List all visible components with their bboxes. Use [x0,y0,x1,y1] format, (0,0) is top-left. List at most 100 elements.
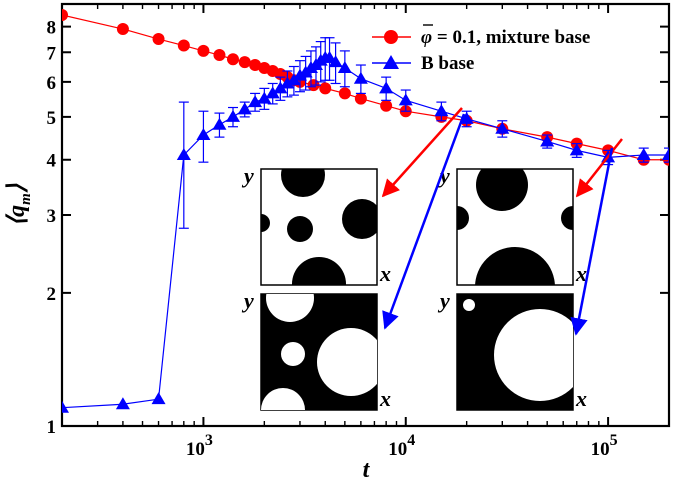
inset-droplet [561,206,573,230]
arrow-b-t1 [382,113,466,330]
y-tick-label: 4 [47,151,57,172]
y-tick-label: 3 [47,206,57,227]
legend-b-marker [383,55,399,69]
inset-droplet [342,199,377,239]
data-point [338,87,351,100]
series-b-base [62,37,669,413]
data-point [434,104,449,117]
x-tick-label-exp: 3 [205,432,213,449]
data-point [319,82,332,95]
data-point [292,68,307,81]
inset-x-label: x [379,386,391,411]
y-tick-label: 2 [47,284,57,305]
x-tick-label-base: 10 [186,439,205,460]
data-point [380,99,393,112]
inset-droplet [261,214,270,232]
data-point [238,56,251,69]
data-point [328,55,343,68]
x-tick-label: 103 [186,432,213,460]
inset-y-label: y [437,288,450,313]
data-point [197,44,210,57]
inset-droplet [281,169,325,197]
inset-bubble [261,388,305,410]
arrow-mixture-t2 [575,138,623,198]
inset-droplet [369,211,377,227]
data-point [353,71,368,84]
x-tick-label-exp: 5 [610,432,618,449]
y-tick-label: 1 [47,417,57,438]
y-axis-label-q: q [4,205,30,217]
data-point [213,49,226,62]
y-tick-label: 5 [47,108,57,129]
legend: φ = 0.1, mixture base B base [372,24,590,74]
inset-x-label: x [379,261,391,286]
insets-layer: y x y x y x [241,163,587,411]
inset-bubble [494,309,573,401]
data-point [151,392,166,405]
inset-droplet [476,169,528,211]
data-point [265,86,280,99]
inset-y-label: y [241,163,254,188]
arrow-mixture-t1 [381,107,463,198]
data-point [248,95,263,108]
x-tick-label-exp: 4 [407,432,415,449]
data-point [62,400,69,413]
inset-b-t1: y x [241,288,391,411]
data-point [636,148,651,161]
legend-b-label: B base [421,53,474,74]
data-point [226,53,239,66]
inset-bubble [463,299,475,311]
data-point [176,148,191,161]
y-tick-label: 6 [47,73,57,94]
data-point [398,93,413,106]
data-point [280,76,295,89]
data-point [379,81,394,94]
data-point [212,117,227,130]
inset-bubble [317,328,377,396]
legend-mixture-rest: = 0.1, mixture base [432,27,590,48]
inset-droplet [475,247,555,285]
inset-bubble [281,342,305,366]
inset-mixture-t2: y x [437,163,587,286]
x-tick-label: 104 [388,432,415,460]
data-point [62,8,68,21]
data-point [273,81,288,94]
data-point [257,91,272,104]
inset-mixture-t1: y x [241,163,391,286]
arrow-b-t2 [570,147,614,336]
data-point [337,60,352,73]
y-axis-label-close: ⟩ [4,183,30,193]
x-tick-label: 105 [591,432,618,460]
data-point [115,397,130,410]
data-point [152,33,165,46]
y-tick-label: 7 [47,43,57,64]
legend-mixture-phi: φ [421,27,432,48]
y-axis-label-text: ⟨qm⟩ [4,183,34,226]
legend-mixture-label: φ = 0.1, mixture base [421,27,590,48]
data-point [662,148,669,161]
data-point [249,59,262,72]
inset-droplet [287,216,313,242]
data-point [196,128,211,141]
inset-droplet [292,257,346,285]
data-point [569,143,584,156]
data-point [177,39,190,52]
data-point [354,92,367,105]
data-point [237,102,252,115]
y-axis-label: ⟨qm⟩ [4,183,34,226]
inset-b-t2: y x [437,288,587,411]
inset-x-label: x [575,386,587,411]
inset-x-label: x [575,261,587,286]
legend-mixture-marker [384,30,398,44]
inset-bubble [266,294,314,322]
data-point [540,134,555,147]
y-tick-label: 8 [47,18,57,39]
inset-droplet [457,206,469,230]
y-axis-label-sub: m [18,193,34,205]
data-point [116,23,129,36]
data-point [459,111,474,124]
data-point [225,109,240,122]
series-layer [62,8,669,413]
